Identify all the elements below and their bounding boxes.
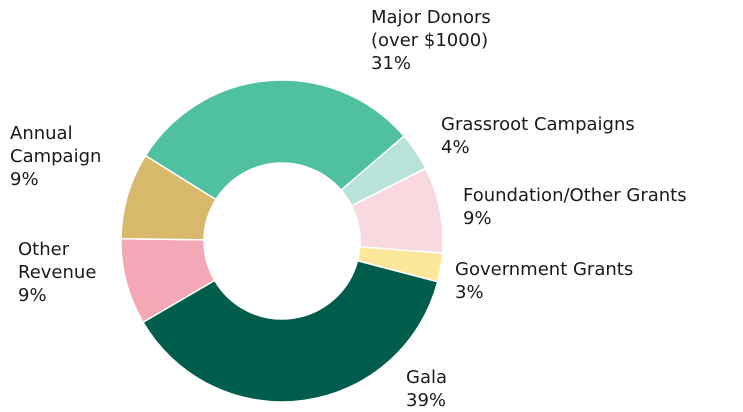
category-name: Government Grants [455,259,634,280]
slice-label: Gala 39% [406,366,526,412]
category-name: Gala [406,367,448,388]
value-label: 31% [371,53,412,74]
donut-slice [144,79,406,201]
value-label: 9% [463,208,492,229]
value-label: 9% [10,169,39,190]
slice-label: Government Grants 3% [455,258,735,304]
value-label: 39% [406,390,447,411]
value-label: 4% [441,137,470,158]
slice-label: Annual Campaign 9% [10,122,125,191]
donut-slice [141,259,439,403]
category-name: Other Revenue [18,239,97,283]
slice-label: Foundation/Other Grants 9% [463,184,743,230]
value-label: 3% [455,282,484,303]
category-name: Major Donors (over $1000) [371,7,491,51]
slice-label: Major Donors (over $1000) 31% [371,6,516,75]
slice-label: Grassroot Campaigns 4% [441,113,741,159]
category-name: Foundation/Other Grants [463,185,687,206]
category-name: Grassroot Campaigns [441,114,635,135]
slice-label: Other Revenue 9% [18,238,118,307]
donut-slice [120,154,217,241]
value-label: 9% [18,285,47,306]
category-name: Annual Campaign [10,123,102,167]
